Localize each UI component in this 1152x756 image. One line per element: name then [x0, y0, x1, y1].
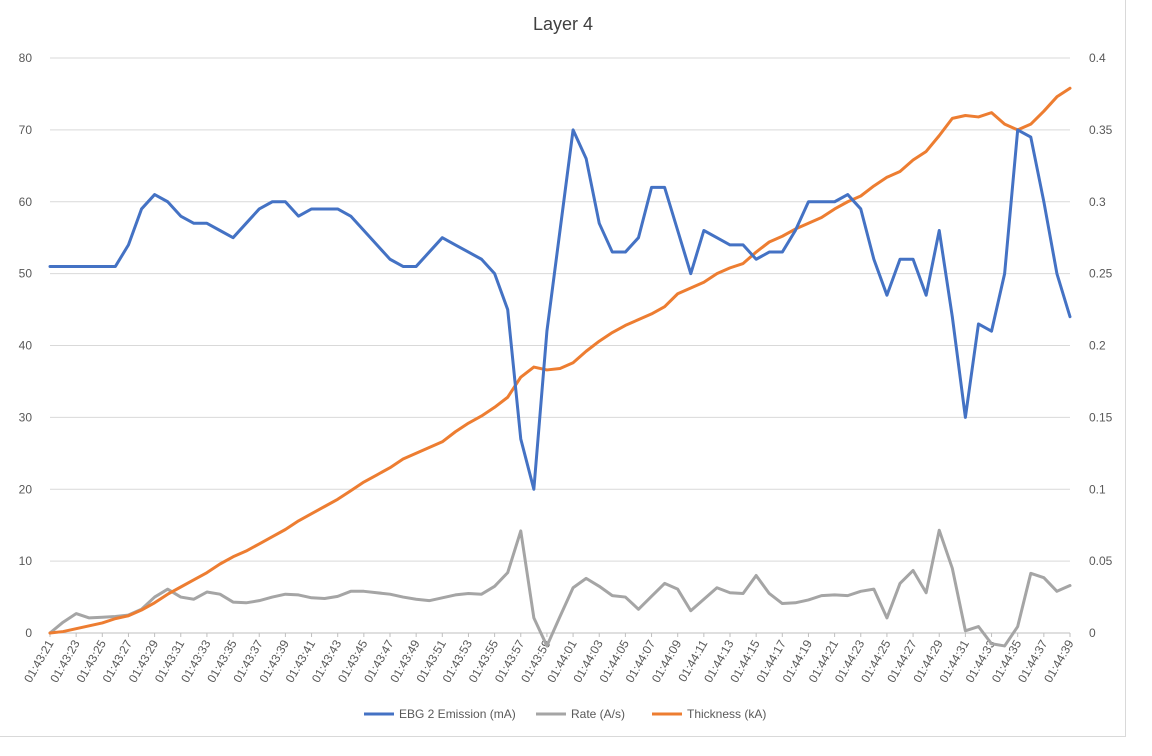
right-axis-tick-label: 0.1 [1089, 482, 1106, 496]
series-line-0 [48, 128, 1072, 491]
chart-title: Layer 4 [532, 14, 594, 34]
left-axis-ticks: 0 10 20 30 40 50 60 70 80 [19, 51, 33, 640]
left-axis-tick-label: 20 [19, 482, 33, 496]
legend-label: EBG 2 Emission (mA) [399, 707, 516, 721]
left-axis-tick-label: 10 [19, 554, 33, 568]
series-lines [48, 86, 1072, 648]
left-axis-tick-label: 60 [19, 195, 33, 209]
series-line-2 [48, 86, 1072, 635]
left-axis-tick-label: 50 [19, 267, 33, 281]
left-axis-tick-label: 40 [19, 339, 33, 353]
gridlines [50, 57, 1070, 634]
left-axis-tick-label: 80 [19, 51, 33, 65]
chart-frame: Layer 4 0 10 20 30 40 50 60 70 80 0 0.05 0.1 0.15 0.… [0, 0, 1126, 737]
legend: EBG 2 Emission (mA) Rate (A/s) Thickness (… [364, 707, 766, 721]
right-axis-tick-label: 0.25 [1089, 267, 1113, 281]
left-axis-tick-label: 70 [19, 123, 33, 137]
right-axis-tick-label: 0.05 [1089, 554, 1113, 568]
series-line-1 [48, 528, 1072, 648]
chart-svg: 0 10 20 30 40 50 60 70 80 0 0.05 0.1 0.15 0.2 0.25 0.3… [19, 51, 1113, 721]
left-axis-tick-label: 0 [25, 626, 32, 640]
right-axis-tick-label: 0 [1089, 626, 1096, 640]
right-axis-tick-label: 0.2 [1089, 339, 1106, 353]
right-axis-tick-label: 0.3 [1089, 195, 1106, 209]
right-axis-tick-label: 0.4 [1089, 51, 1106, 65]
right-axis-tick-label: 0.15 [1089, 410, 1113, 424]
legend-label: Rate (A/s) [571, 707, 625, 721]
left-axis-tick-label: 30 [19, 410, 33, 424]
right-axis-ticks: 0 0.05 0.1 0.15 0.2 0.25 0.3 0.35 0.4 [1089, 51, 1113, 640]
legend-label: Thickness (kA) [687, 707, 766, 721]
right-axis-tick-label: 0.35 [1089, 123, 1113, 137]
